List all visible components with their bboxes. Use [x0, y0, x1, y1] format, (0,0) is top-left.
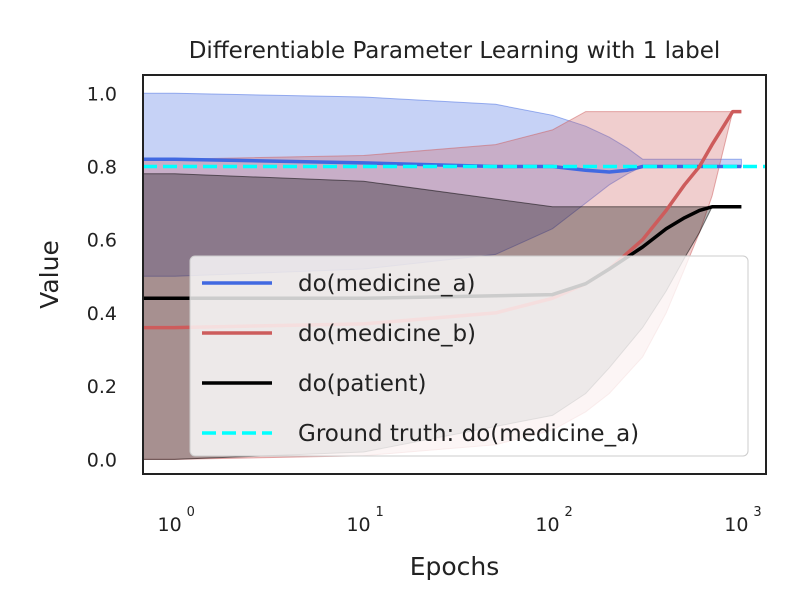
chart-title: Differentiable Parameter Learning with 1…	[189, 38, 721, 64]
x-tick-exponent: 1	[376, 505, 384, 520]
legend-label: do(medicine_a)	[298, 271, 476, 297]
x-axis-label: Epochs	[410, 552, 500, 581]
plot-frame	[142, 74, 767, 475]
x-tick-label: 10 2	[535, 505, 572, 536]
legend-entry: do(medicine_a)	[202, 271, 476, 297]
legend-label: Ground truth: do(medicine_a)	[298, 421, 639, 447]
legend: do(medicine_a) do(medicine_b) do(patient) G…	[189, 255, 749, 457]
legend-box	[189, 255, 749, 457]
legend-label: do(patient)	[298, 371, 426, 397]
x-tick-base: 10	[535, 514, 559, 536]
x-tick-exponent: 2	[564, 505, 572, 520]
y-tick-label: 0.2	[87, 376, 117, 398]
x-tick-exponent: 0	[187, 505, 195, 520]
x-tick-label: 10 0	[158, 505, 195, 536]
legend-entry: do(patient)	[202, 371, 426, 397]
y-tick-label: 0.6	[87, 230, 117, 252]
x-tick-base: 10	[346, 514, 370, 536]
y-axis-label: Value	[35, 240, 64, 309]
x-tick-base: 10	[724, 514, 748, 536]
x-tick-exponent: 3	[753, 505, 761, 520]
y-tick-label: 0.4	[87, 303, 117, 325]
legend-entry: Ground truth: do(medicine_a)	[202, 421, 639, 447]
x-tick-label: 10 1	[346, 505, 383, 536]
y-axis-ticks: 0.0 0.2 0.4 0.6 0.8 1.0	[87, 83, 117, 471]
x-tick-label: 10 3	[724, 505, 761, 536]
x-axis-ticks: 10 0 10 1 10 2 10 3	[158, 505, 762, 536]
legend-label: do(medicine_b)	[298, 321, 476, 347]
y-tick-label: 1.0	[87, 83, 117, 105]
legend-entry: do(medicine_b)	[202, 321, 476, 347]
y-tick-label: 0.8	[87, 157, 117, 179]
x-tick-base: 10	[158, 514, 182, 536]
y-tick-label: 0.0	[87, 449, 117, 471]
